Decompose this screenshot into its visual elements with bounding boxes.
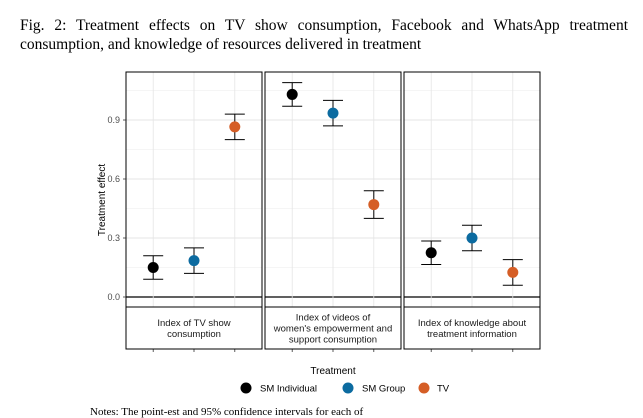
strip-label-line: Index of videos of — [296, 313, 371, 324]
strip-label-line: support consumption — [289, 335, 377, 346]
figure-note: Notes: The point-est and 95% confidence … — [90, 406, 364, 418]
y-tick-label: 0.9 — [107, 115, 120, 125]
data-point — [363, 190, 384, 219]
strip-box — [125, 306, 263, 350]
data-point — [184, 247, 204, 274]
data-point — [462, 224, 482, 252]
legend-item: TV — [418, 382, 450, 395]
strip-box — [403, 306, 541, 350]
figure-caption: Fig. 2: Treatment effects on TV show con… — [20, 17, 628, 53]
legend-marker — [342, 382, 354, 394]
point-marker — [147, 262, 159, 273]
data-point — [421, 240, 442, 266]
data-point — [224, 113, 245, 141]
legend-marker — [418, 382, 430, 394]
legend-label: SM Group — [362, 384, 405, 395]
legend-item: SM Group — [342, 382, 405, 395]
point-marker — [368, 199, 380, 211]
legend: Treatment SM Individual SM Group TV — [240, 366, 450, 395]
y-tick-label: 0.0 — [107, 292, 120, 302]
point-marker — [188, 255, 200, 267]
point-marker — [507, 266, 519, 278]
data-point — [143, 255, 164, 280]
data-point — [502, 259, 523, 286]
legend-item: SM Individual — [240, 382, 317, 395]
point-marker — [229, 121, 241, 133]
legend-label: SM Individual — [260, 384, 317, 395]
data-point — [282, 82, 303, 107]
legend-marker — [240, 382, 252, 394]
point-marker — [286, 88, 298, 100]
point-marker — [466, 232, 478, 244]
y-axis: 0.0 0.3 0.6 0.9 — [107, 115, 126, 302]
point-marker — [327, 107, 339, 119]
legend-label: TV — [437, 384, 450, 395]
strip-label-line: Index of knowledge about — [418, 318, 527, 329]
y-axis-title: Treatment effect — [97, 164, 108, 236]
y-tick-label: 0.6 — [107, 174, 120, 184]
y-tick-label: 0.3 — [107, 233, 120, 243]
strip-box — [264, 306, 402, 350]
strip-label-line: Index of TV show — [157, 318, 230, 329]
strip-label-line: consumption — [167, 329, 221, 340]
data-point — [323, 99, 343, 127]
legend-title: Treatment — [310, 366, 355, 377]
point-marker — [425, 247, 437, 259]
strip-label-line: women's empowerment and — [273, 324, 393, 335]
strip-label-line: treatment information — [427, 329, 517, 340]
